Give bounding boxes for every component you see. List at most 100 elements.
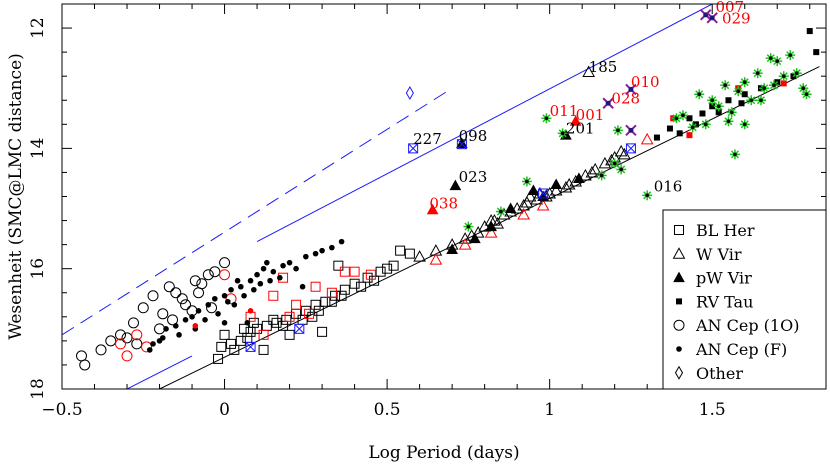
- marker-shape: [268, 290, 279, 301]
- marker-shape: [742, 122, 747, 127]
- legend-symbol: [676, 298, 682, 305]
- data-point: [216, 341, 227, 352]
- data-point: [677, 110, 688, 121]
- marker-shape: [673, 319, 685, 331]
- data-point: [131, 338, 143, 350]
- data-point: [121, 350, 133, 362]
- marker-shape: [293, 265, 299, 272]
- data-point: [242, 332, 253, 343]
- annotation-label: 028: [611, 89, 640, 107]
- marker-shape: [157, 308, 169, 320]
- data-point: [446, 243, 458, 254]
- data-point: [426, 203, 439, 215]
- marker-shape: [176, 293, 188, 305]
- data-point: [585, 165, 599, 178]
- marker-shape: [449, 179, 462, 191]
- data-point: [226, 338, 237, 349]
- data-point: [510, 201, 524, 214]
- marker-shape: [806, 28, 813, 35]
- marker-shape: [673, 271, 685, 283]
- data-point: [723, 116, 734, 127]
- data-point: [319, 247, 325, 254]
- data-point: [239, 323, 250, 334]
- data-point: [573, 172, 585, 183]
- x-tick-label: 0.5: [374, 400, 401, 420]
- data-point: [180, 299, 192, 311]
- series-pw-vir-red-: [426, 115, 582, 215]
- data-point: [245, 311, 256, 322]
- marker-shape: [738, 100, 745, 107]
- annotation-label: 227: [413, 130, 442, 148]
- data-point: [456, 137, 468, 149]
- marker-shape: [736, 89, 741, 94]
- data-point: [755, 95, 766, 106]
- legend-label: pW Vir: [696, 269, 752, 288]
- data-point: [609, 158, 620, 169]
- data-point: [115, 329, 127, 341]
- data-point: [625, 143, 636, 154]
- data-point: [778, 71, 789, 82]
- data-point: [182, 317, 189, 323]
- marker-shape: [229, 344, 240, 355]
- marker-shape: [755, 71, 760, 75]
- data-point: [79, 359, 91, 371]
- data-point: [300, 305, 311, 316]
- data-point: [729, 149, 740, 160]
- data-point: [699, 110, 706, 117]
- marker-shape: [676, 298, 682, 305]
- data-point: [271, 317, 282, 328]
- marker-shape: [260, 265, 267, 272]
- data-point: [598, 156, 612, 169]
- data-point: [105, 335, 117, 347]
- data-point: [229, 344, 240, 355]
- marker-shape: [121, 332, 133, 344]
- annotation-label: 016: [654, 178, 683, 196]
- annotation-label: 038: [429, 195, 458, 213]
- marker-shape: [247, 307, 254, 314]
- marker-shape: [388, 260, 399, 271]
- data-point: [267, 277, 273, 284]
- marker-shape: [446, 243, 458, 254]
- marker-shape: [733, 152, 737, 157]
- marker-shape: [408, 143, 418, 154]
- marker-shape: [674, 225, 684, 235]
- data-point: [504, 202, 517, 214]
- marker-shape: [585, 165, 599, 178]
- marker-shape: [429, 253, 443, 265]
- data-point: [284, 311, 295, 322]
- data-point: [543, 186, 557, 199]
- data-point: [76, 350, 88, 362]
- marker-shape: [297, 314, 308, 325]
- marker-shape: [307, 311, 318, 322]
- series-an-cep-f-: [146, 238, 345, 353]
- data-point: [338, 238, 345, 245]
- data-point: [463, 221, 474, 232]
- data-point: [137, 302, 149, 314]
- marker-shape: [456, 139, 467, 150]
- marker-shape: [150, 341, 156, 347]
- data-point: [726, 107, 737, 118]
- legend-label: BL Her: [696, 221, 755, 240]
- legend-symbol: [673, 319, 685, 331]
- data-point: [495, 206, 506, 217]
- data-point: [676, 130, 683, 137]
- data-point: [268, 290, 279, 301]
- legend-symbol: [673, 271, 685, 283]
- data-point: [313, 305, 324, 316]
- marker-shape: [628, 86, 634, 92]
- series-bl-her: [213, 245, 415, 364]
- marker-shape: [115, 329, 127, 341]
- marker-shape: [780, 80, 787, 87]
- y-tick-label: 12: [28, 17, 48, 39]
- data-point: [471, 226, 485, 238]
- data-point: [270, 268, 277, 275]
- marker-shape: [523, 189, 537, 202]
- marker-shape: [395, 245, 406, 256]
- marker-shape: [491, 217, 504, 229]
- data-point: [772, 56, 783, 67]
- data-point: [336, 290, 347, 301]
- marker-shape: [715, 109, 722, 116]
- data-point: [176, 293, 188, 305]
- data-point: [264, 259, 270, 266]
- marker-shape: [525, 179, 529, 184]
